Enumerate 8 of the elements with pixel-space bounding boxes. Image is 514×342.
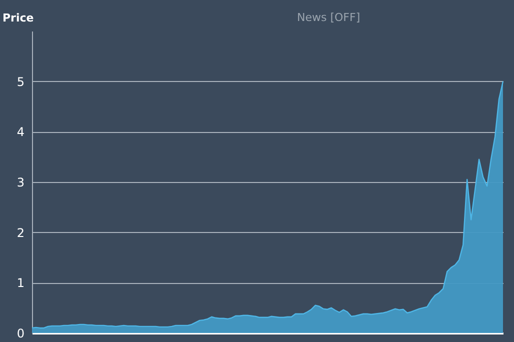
y-tick-label: 5 [16,74,24,89]
y-tick-label: 2 [16,226,24,240]
text: News [OFF] [297,11,360,24]
y-axis-title: Price [2,12,34,24]
y-tick-label: 1 [16,276,24,290]
y-tick-label: 4 [16,125,24,140]
y-tick-label: 3 [16,176,24,190]
y-tick-label: 0 [16,326,24,340]
